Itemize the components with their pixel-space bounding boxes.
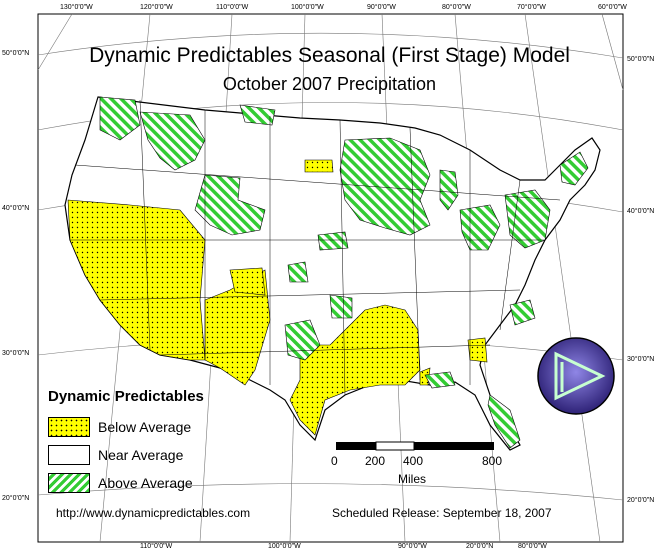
legend-title: Dynamic Predictables: [48, 388, 204, 405]
bottom-lon-label: 80°0'0"W: [518, 543, 547, 550]
right-lat-label: 20°0'0"N: [627, 497, 655, 504]
map-title: Dynamic Predictables Seasonal (First Sta…: [89, 44, 570, 67]
map-subtitle: October 2007 Precipitation: [222, 74, 437, 94]
legend-label: Near Average: [98, 447, 184, 463]
legend-item-above: Above Average: [48, 469, 288, 497]
graticule: [37, 13, 624, 543]
near-average-swatch: [48, 445, 90, 465]
bottom-lon-label: 100°0'0"W: [268, 543, 301, 550]
left-lat-label: 30°0'0"N: [2, 350, 30, 357]
scale-tick-label: 200: [365, 454, 386, 468]
above-average-swatch: [48, 473, 90, 493]
scale-tick-label: 800: [482, 454, 503, 468]
legend-label: Below Average: [98, 419, 192, 435]
left-lat-label: 50°0'0"N: [2, 50, 30, 57]
legend-item-near: Near Average: [48, 441, 288, 469]
top-lon-label: 130°0'0"W: [60, 4, 93, 11]
below-average-swatch: [48, 417, 90, 437]
top-lon-label: 120°0'0"W: [140, 4, 173, 11]
top-lon-label: 80°0'0"W: [442, 4, 471, 11]
right-lat-label: 40°0'0"N: [627, 208, 655, 215]
map-border: [37, 13, 624, 543]
legend: Dynamic Predictables Below Average Near …: [48, 388, 288, 497]
scale-tick-label: 0: [331, 454, 338, 468]
scale-tick-label: 400: [403, 454, 424, 468]
left-lat-label: 20°0'0"N: [2, 495, 30, 502]
right-lat-label: 50°0'0"N: [627, 56, 655, 63]
top-lon-label: 70°0'0"W: [517, 4, 546, 11]
legend-item-below: Below Average: [48, 413, 288, 441]
top-lon-label: 110°0'0"W: [216, 4, 249, 11]
bottom-lon-label: 110°0'0"W: [140, 543, 173, 550]
top-lon-label: 60°0'0"W: [598, 4, 627, 11]
dynamic-predictables-logo: [537, 337, 615, 415]
left-lat-label: 40°0'0"N: [2, 205, 30, 212]
bottom-lon-label: 90°0'0"W: [398, 543, 427, 550]
right-lat-label: 30°0'0"N: [627, 356, 655, 363]
scale-unit-label: Miles: [398, 472, 427, 486]
legend-label: Above Average: [98, 475, 193, 491]
bottom-lon-label: 20°0'0"N: [466, 543, 494, 550]
boundary-lines: [70, 99, 561, 396]
footer-url: http://www.dynamicpredictables.com: [56, 506, 251, 520]
scale-bar: [336, 441, 494, 451]
footer-release-date: Scheduled Release: September 18, 2007: [332, 506, 552, 520]
top-lon-label: 90°0'0"W: [367, 4, 396, 11]
top-lon-label: 100°0'0"W: [291, 4, 324, 11]
